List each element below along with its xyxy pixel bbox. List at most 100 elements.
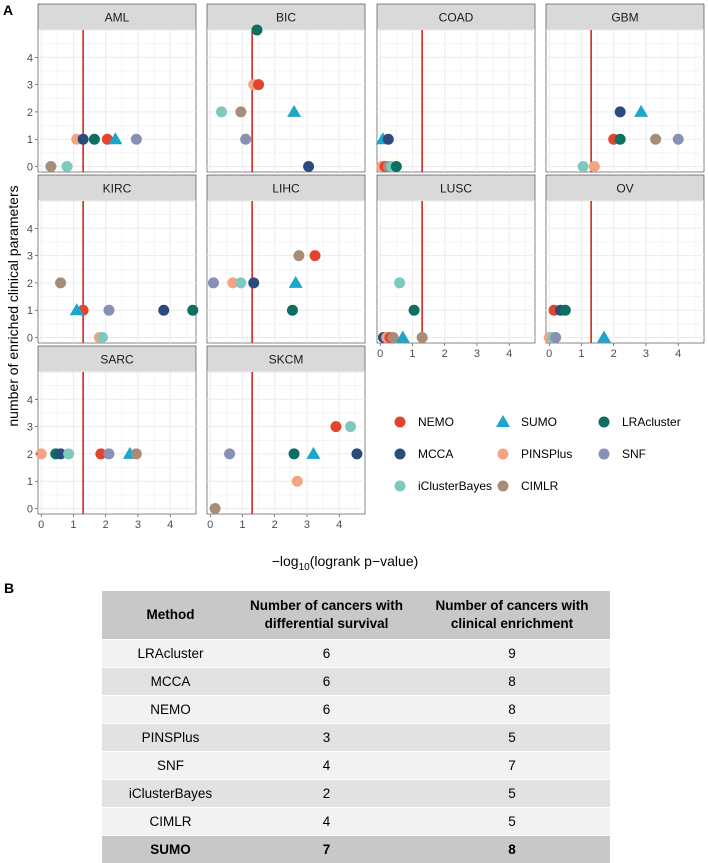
legend-marker [395, 481, 406, 492]
legend-marker [395, 449, 406, 460]
point-pinsplus [589, 161, 600, 172]
point-iclusterbayes [345, 421, 356, 432]
point-iclusterbayes [97, 332, 108, 343]
x-tick-label: 3 [304, 519, 310, 531]
point-iclusterbayes [578, 161, 589, 172]
y-tick-label: 2 [27, 107, 33, 119]
legend-item-iclusterbayes: iClusterBayes [395, 479, 493, 493]
point-lracluster [287, 305, 298, 316]
y-tick-label: 4 [27, 52, 33, 64]
y-tick-label: 0 [27, 504, 33, 516]
cell-differential-survival: 2 [239, 780, 414, 808]
point-mcca [351, 448, 362, 459]
point-cimlr [55, 277, 66, 288]
legend-label: NEMO [418, 415, 454, 429]
point-cimlr [417, 332, 428, 343]
x-tick-label: 2 [272, 519, 278, 531]
x-tick-label: 1 [239, 519, 245, 531]
legend-marker [599, 449, 610, 460]
y-tick-label: 1 [27, 305, 33, 317]
cell-clinical-enrichment: 7 [414, 752, 610, 780]
legend-marker [395, 417, 406, 428]
facet-strip-label: AML [105, 11, 130, 25]
point-iclusterbayes [63, 448, 74, 459]
x-tick-label: 1 [578, 348, 584, 360]
facet-strip-label: SARC [100, 353, 134, 367]
facet-lihc: LIHC [207, 175, 365, 343]
legend-label: MCCA [418, 447, 453, 461]
y-tick-label: 2 [27, 278, 33, 290]
legend: NEMO SUMO LRAcluster MCCA PINSPlus SNF iCluste… [395, 415, 681, 493]
point-cimlr [210, 503, 221, 514]
cell-differential-survival: 6 [239, 696, 414, 724]
cell-clinical-enrichment: 5 [414, 780, 610, 808]
legend-label: SNF [622, 447, 646, 461]
x-tick-label: 1 [409, 348, 415, 360]
cell-method: SNF [102, 752, 239, 780]
facet-strip-label: KIRC [103, 182, 132, 196]
x-tick-label: 0 [377, 348, 383, 360]
cell-differential-survival: 3 [239, 724, 414, 752]
legend-label: LRAcluster [622, 415, 681, 429]
cell-differential-survival: 6 [239, 640, 414, 668]
legend-item-lracluster: LRAcluster [599, 415, 681, 429]
facet-panel [546, 30, 704, 172]
y-tick-label: 3 [27, 80, 33, 92]
point-lracluster [409, 305, 420, 316]
x-tick-label: 0 [207, 519, 213, 531]
facet-panel [38, 372, 196, 514]
point-pinsplus [292, 476, 303, 487]
point-lracluster [391, 161, 402, 172]
cell-differential-survival: 4 [239, 808, 414, 836]
cell-differential-survival: 4 [239, 752, 414, 780]
panel-b-label: B [4, 580, 14, 596]
facet-strip-label: BIC [276, 11, 296, 25]
summary-table: Method Number of cancers with differenti… [102, 591, 610, 863]
table-header-row: Method Number of cancers with differenti… [102, 591, 610, 640]
x-tick-label: 4 [506, 348, 512, 360]
x-tick-label: 4 [167, 519, 173, 531]
point-snf [673, 134, 684, 145]
y-tick-label: 0 [27, 162, 33, 174]
point-iclusterbayes [394, 277, 405, 288]
point-nemo [330, 421, 341, 432]
x-tick-label: 0 [38, 519, 44, 531]
y-tick-label: 3 [27, 251, 33, 263]
legend-marker [498, 449, 509, 460]
point-iclusterbayes [235, 277, 246, 288]
panel-a-label: A [3, 2, 13, 18]
y-tick-label: 0 [27, 333, 33, 345]
point-mcca [158, 305, 169, 316]
facet-panel [207, 201, 365, 343]
x-tick-label: 0 [546, 348, 552, 360]
legend-item-mcca: MCCA [395, 447, 454, 461]
x-axis-title: −log10(logrank p−value) [272, 553, 419, 573]
facet-strip-label: GBM [611, 11, 638, 25]
cell-clinical-enrichment: 9 [414, 640, 610, 668]
x-tick-label: 2 [442, 348, 448, 360]
point-snf [224, 448, 235, 459]
x-tick-label: 3 [474, 348, 480, 360]
facet-strip-label: COAD [439, 11, 474, 25]
facet-panel [377, 201, 535, 343]
point-cimlr [235, 106, 246, 117]
legend-label: PINSPlus [521, 447, 572, 461]
point-nemo [253, 79, 264, 90]
point-lracluster [89, 134, 100, 145]
point-mcca [615, 106, 626, 117]
legend-label: SUMO [521, 415, 557, 429]
cell-method: iClusterBayes [102, 780, 239, 808]
point-snf [550, 332, 561, 343]
x-tick-label: 2 [103, 519, 109, 531]
legend-label: CIMLR [521, 479, 559, 493]
